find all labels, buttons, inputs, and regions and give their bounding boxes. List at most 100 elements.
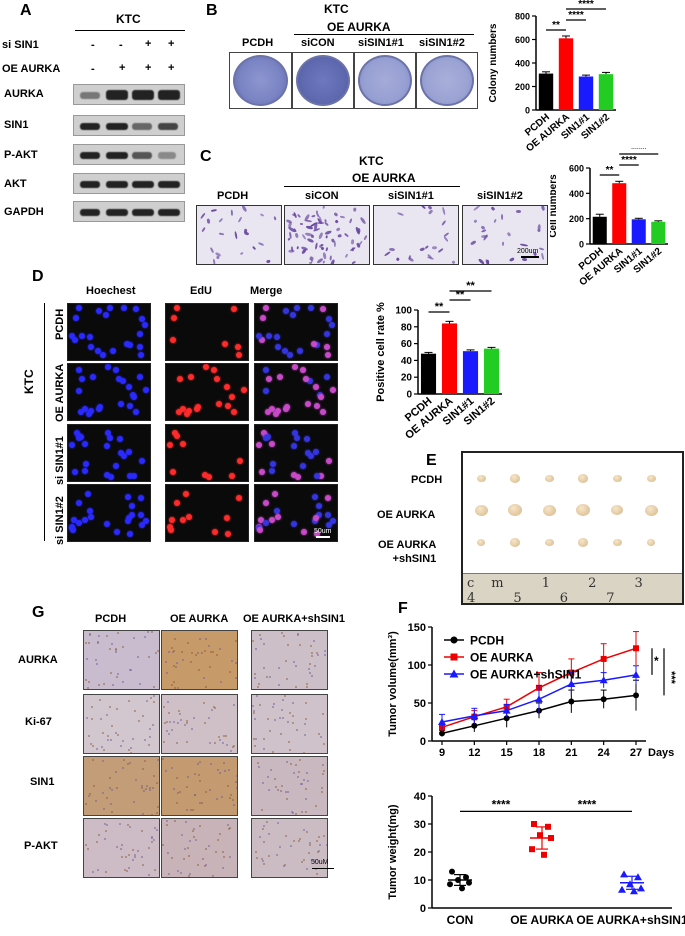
stain-speck xyxy=(122,759,125,762)
nucleus xyxy=(137,330,144,337)
nucleus xyxy=(100,351,107,358)
stain-speck xyxy=(322,713,324,716)
nucleus xyxy=(81,406,88,413)
tumor-row-label: PCDH xyxy=(411,474,443,486)
nucleus xyxy=(301,528,308,535)
panel-b-label: B xyxy=(206,2,218,19)
nucleus xyxy=(210,367,217,374)
stain-speck xyxy=(173,649,176,652)
stain-speck xyxy=(142,864,145,867)
stain-speck xyxy=(86,686,89,689)
data-point xyxy=(535,695,543,703)
legend-label: PCDH xyxy=(470,634,504,648)
stain-speck xyxy=(268,855,271,858)
nucleus xyxy=(138,458,145,465)
stain-speck xyxy=(121,645,124,648)
cell xyxy=(442,206,446,215)
stain-speck xyxy=(255,738,258,741)
stain-speck xyxy=(156,811,159,814)
nucleus xyxy=(82,467,89,474)
stain-speck xyxy=(262,643,265,645)
stain-speck xyxy=(85,678,88,681)
cell xyxy=(321,206,325,210)
stain-speck xyxy=(209,763,212,766)
stain-speck xyxy=(233,744,236,747)
transwell-image xyxy=(373,205,459,265)
data-point xyxy=(459,885,465,892)
bar xyxy=(592,216,607,244)
stain-speck xyxy=(218,833,221,836)
legend-marker xyxy=(450,653,458,661)
panel-f-label: F xyxy=(398,600,408,617)
nucleus xyxy=(313,402,320,409)
nucleus xyxy=(124,517,131,524)
stain-speck xyxy=(180,871,183,874)
nucleus xyxy=(313,473,320,480)
stain-speck xyxy=(282,698,285,701)
stain-speck xyxy=(131,848,134,851)
fluorescence-image xyxy=(165,424,249,482)
stain-speck xyxy=(308,842,311,844)
stain-speck xyxy=(295,812,298,815)
stain-speck xyxy=(186,809,189,812)
colony-dish-image xyxy=(416,52,478,109)
stain-speck xyxy=(274,777,277,780)
stain-speck xyxy=(296,729,299,732)
nucleus xyxy=(273,411,280,418)
stain-speck xyxy=(92,870,95,873)
stain-speck xyxy=(95,747,98,750)
stain-speck xyxy=(151,836,154,839)
nucleus xyxy=(269,460,276,467)
stain-speck xyxy=(192,808,195,811)
nucleus xyxy=(173,304,180,311)
stain-speck xyxy=(282,717,285,720)
stain-speck xyxy=(190,651,193,654)
y-tick-label: 600 xyxy=(569,164,584,174)
stain-speck xyxy=(93,784,96,787)
cell xyxy=(241,206,248,213)
stain-speck xyxy=(165,824,168,826)
stain-speck xyxy=(85,843,88,846)
y-tick-label: 150 xyxy=(408,622,426,634)
y-tick-label: 20 xyxy=(401,373,413,384)
nucleus xyxy=(69,441,76,448)
stain-speck xyxy=(153,827,156,830)
stain-speck xyxy=(325,843,327,846)
tumor xyxy=(576,504,590,516)
stain-speck xyxy=(192,836,195,838)
stain-speck xyxy=(129,747,132,750)
stain-speck xyxy=(288,740,291,743)
nucleus xyxy=(240,387,247,394)
nucleus xyxy=(185,408,192,414)
nucleus xyxy=(78,408,85,415)
y-axis-title: Tumor weight(mg) xyxy=(387,804,399,899)
nucleus xyxy=(86,507,93,514)
stain-speck xyxy=(310,651,313,654)
stain-speck xyxy=(225,734,228,737)
fluorescence-image xyxy=(67,303,151,361)
stain-speck xyxy=(262,828,265,831)
cell xyxy=(259,212,265,217)
bar xyxy=(441,323,458,394)
nucleus xyxy=(294,473,301,480)
stain-speck xyxy=(116,707,119,710)
panel-a-mark: + xyxy=(145,38,152,50)
tumor xyxy=(508,504,522,516)
stain-speck xyxy=(116,846,119,849)
stain-speck xyxy=(216,839,219,842)
nucleus xyxy=(230,409,237,416)
stain-speck xyxy=(148,655,151,658)
bar xyxy=(578,76,594,110)
nucleus xyxy=(258,337,265,344)
stain-speck xyxy=(224,770,227,773)
stain-speck xyxy=(91,706,94,709)
cell xyxy=(201,227,206,233)
stain-speck xyxy=(298,644,301,647)
stain-speck xyxy=(166,701,169,704)
stain-speck xyxy=(306,779,309,782)
stain-speck xyxy=(323,653,326,656)
stain-speck xyxy=(294,665,297,668)
nucleus xyxy=(262,388,269,395)
cell xyxy=(243,231,250,237)
stain-speck xyxy=(198,668,201,671)
